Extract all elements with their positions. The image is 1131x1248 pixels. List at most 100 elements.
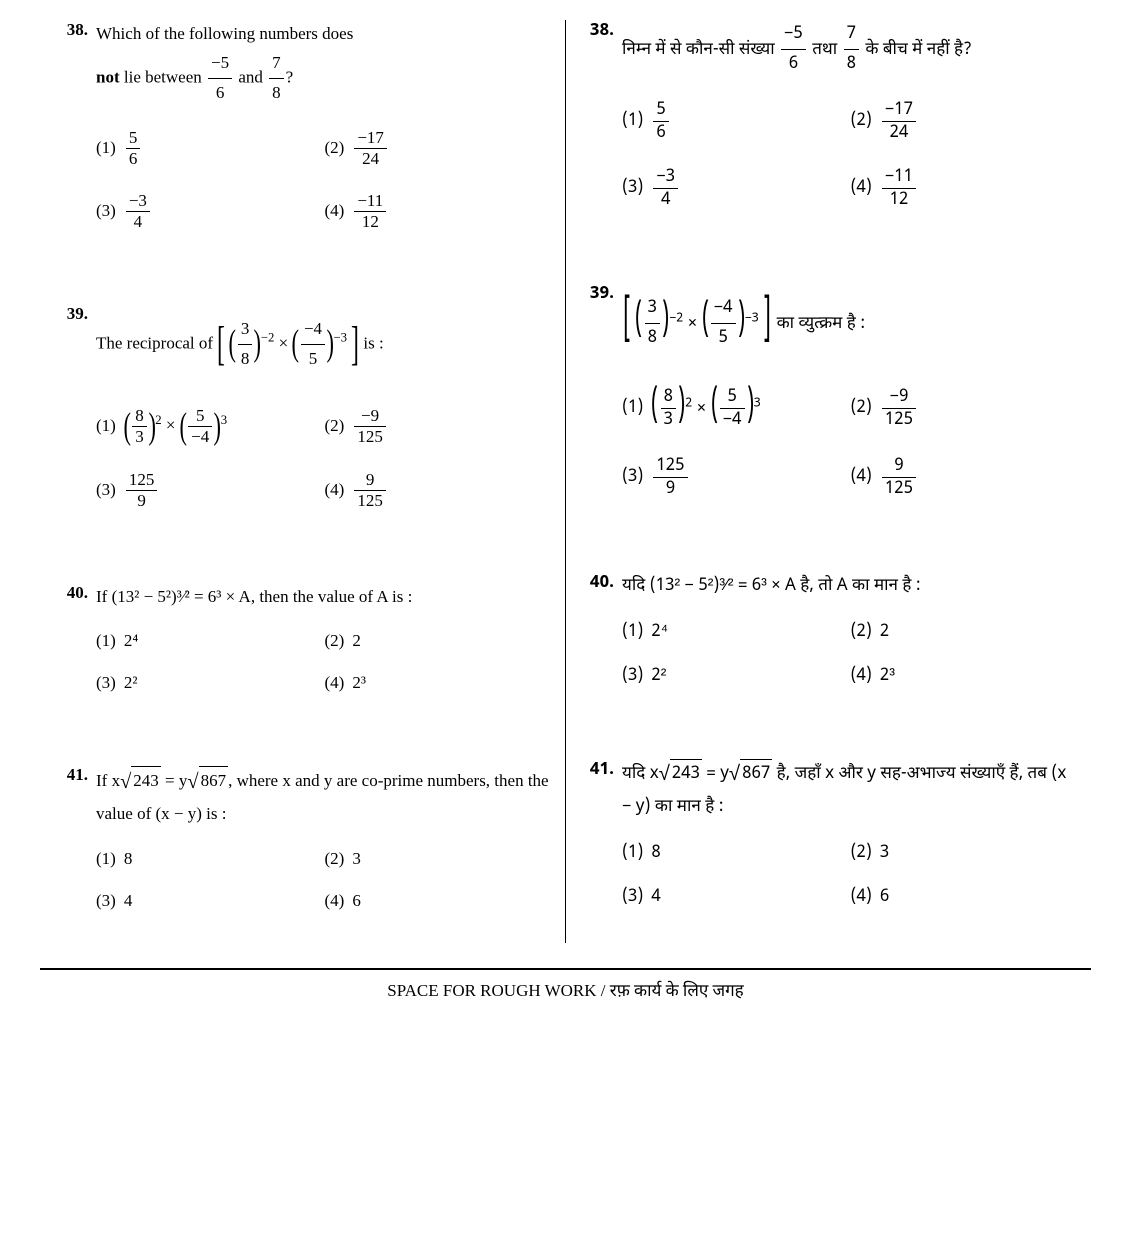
left-paren-icon: (: [292, 312, 299, 376]
question-41-hi: 41. यदि x√243 = y√867 है, जहाँ x और y सह…: [578, 759, 1079, 931]
opt-label: (1): [622, 842, 643, 864]
text: Which of the following numbers does: [96, 24, 353, 43]
radicand: 243: [670, 759, 702, 789]
val: 2⁴: [651, 621, 668, 643]
qtext: निम्न में से कौन-सी संख्या −56 तथा 78 के…: [622, 20, 1079, 79]
qtext: यदि x√243 = y√867 है, जहाँ x और y सह-अभा…: [622, 759, 1079, 823]
den: 125: [354, 427, 386, 447]
right-paren-icon: ): [746, 384, 754, 433]
text: The reciprocal of: [96, 333, 217, 352]
right-paren-icon: ): [327, 312, 334, 376]
num: −11: [882, 166, 916, 189]
opt-label: (3): [622, 177, 643, 199]
val: 2³: [880, 665, 895, 687]
num: −5: [208, 49, 232, 79]
fraction: −56: [208, 49, 232, 108]
opt-label: (1): [622, 397, 643, 419]
option-3: (3)2²: [96, 673, 325, 693]
fraction: 5−4: [188, 406, 212, 447]
question-40-en: 40. If (13² − 5²)³⁄² = 6³ × A, then the …: [52, 583, 553, 716]
opt-label: (2): [851, 397, 872, 419]
option-4: (4)−1112: [325, 191, 554, 232]
option-3: (3)4: [622, 886, 851, 908]
option-1: (1) (83)2 × (5−4)3: [622, 384, 851, 433]
qtext: If x√243 = y√867, where x and y are co-p…: [96, 765, 553, 829]
right-column: 38. निम्न में से कौन-सी संख्या −56 तथा 7…: [566, 20, 1091, 943]
den: 3: [661, 409, 676, 431]
fraction: −1724: [882, 99, 916, 144]
opt-label: (1): [622, 110, 643, 132]
opt-label: (2): [325, 416, 345, 436]
right-paren-icon: ): [254, 312, 261, 376]
fraction: 9125: [882, 455, 916, 500]
fraction: −45: [301, 315, 325, 374]
text: and: [238, 67, 267, 86]
den: 125: [882, 409, 916, 431]
opt-label: (4): [851, 177, 872, 199]
num: 8: [661, 386, 676, 409]
val: 4: [124, 891, 133, 911]
num: −17: [354, 128, 387, 149]
text: ?: [286, 67, 294, 86]
den: 4: [126, 212, 150, 232]
fraction: −56: [781, 20, 806, 79]
den: 9: [126, 491, 158, 511]
qnum: 41.: [52, 765, 96, 785]
fraction: 38: [238, 315, 253, 374]
left-paren-icon: (: [229, 312, 236, 376]
qnum: 39.: [578, 283, 622, 305]
den: 6: [653, 122, 668, 144]
num: 9: [882, 455, 916, 478]
fraction: −45: [711, 294, 736, 353]
opt-label: (3): [622, 466, 643, 488]
option-2: (2)−1724: [851, 99, 1080, 144]
fraction: 78: [844, 20, 859, 79]
den: 12: [882, 189, 916, 211]
den: 125: [354, 491, 386, 511]
radicand: 243: [131, 766, 161, 796]
den: 125: [882, 478, 916, 500]
exp: −2: [261, 330, 275, 344]
num: −5: [781, 20, 806, 50]
fraction: 38: [645, 294, 660, 353]
num: 7: [844, 20, 859, 50]
fraction: 78: [269, 49, 284, 108]
num: 5: [188, 406, 212, 427]
val: 4: [651, 886, 660, 908]
num: −11: [354, 191, 386, 212]
footer-rough-work: SPACE FOR ROUGH WORK / रफ़ कार्य के लिए …: [40, 970, 1091, 1001]
fraction: 5−4: [720, 386, 745, 431]
val: 3: [352, 849, 361, 869]
options: (1)56 (2)−1724 (3)−34 (4)−1112: [96, 128, 553, 254]
num: 9: [354, 470, 386, 491]
opt-label: (1): [96, 138, 116, 158]
expr: (83)2 × (5−4)3: [651, 384, 760, 433]
fraction: −9125: [354, 406, 386, 447]
option-3: (3)−34: [622, 166, 851, 211]
opt-label: (4): [325, 480, 345, 500]
text: = y: [161, 771, 188, 790]
qnum: 39.: [52, 304, 96, 324]
radicand: 867: [740, 759, 772, 789]
option-1: (1)8: [96, 849, 325, 869]
radical-icon: √: [187, 771, 198, 793]
right-paren-icon: ): [737, 291, 745, 355]
num: 5: [126, 128, 141, 149]
num: −9: [882, 386, 916, 409]
option-1: (1)8: [622, 842, 851, 864]
fraction: 56: [653, 99, 668, 144]
den: 8: [645, 324, 660, 353]
options: (1) 56 (2)−1724 (3)−34 (4) −1112: [622, 99, 1079, 233]
options: (1)8 (2)3 (3)4 (4)6: [622, 842, 1079, 930]
times: ×: [697, 398, 706, 420]
qnum: 38.: [578, 20, 622, 42]
qtext: यदि (13² − 5²)³⁄² = 6³ × A है, तो A का म…: [622, 572, 1079, 601]
fraction: 56: [126, 128, 141, 169]
den: 24: [882, 122, 916, 144]
options: (1) (83)2 × (5−4)3 (2)−9125 (3)1259 (4)9…: [96, 405, 553, 533]
opt-label: (1): [96, 416, 116, 436]
val: 2²: [124, 673, 138, 693]
options: (1) (83)2 × (5−4)3 (2)−9125 (3)1259 (4)9…: [622, 384, 1079, 522]
exp: 2: [685, 396, 692, 412]
qtext: [ (38)−2 × (−45)−3 ] का व्युत्क्रम है :: [622, 283, 1079, 364]
